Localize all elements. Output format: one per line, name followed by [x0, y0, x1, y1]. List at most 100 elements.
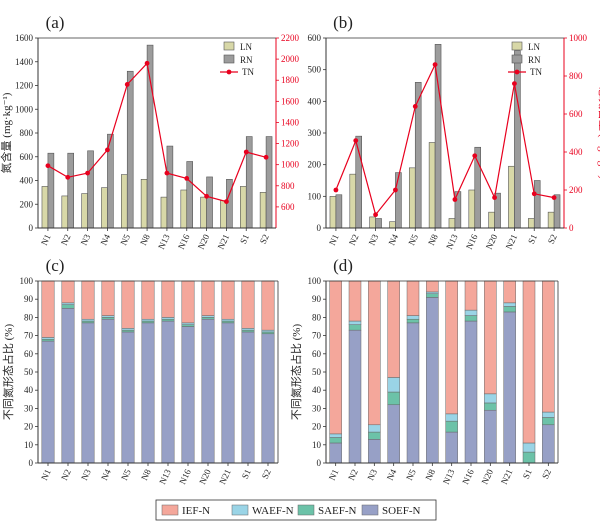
bar-rn	[265, 136, 273, 229]
x-tick-label: S2	[260, 468, 273, 481]
bar-ln	[160, 196, 168, 229]
tn-point	[124, 82, 130, 87]
bar-ln	[448, 218, 456, 229]
x-tick-label: N20	[197, 467, 213, 486]
bar-segment-waef-n	[484, 393, 497, 404]
bar-segment-saef-n	[387, 391, 400, 406]
tn-point	[164, 170, 170, 176]
x-tick-label: N21	[499, 468, 515, 486]
right-tick-label: 800	[281, 181, 295, 191]
bar-segment-soef-n	[329, 442, 342, 464]
x-tick-label: N3	[365, 467, 379, 482]
bar-segment-saef-n	[81, 320, 95, 324]
bar-ln	[389, 221, 396, 229]
tn-line	[47, 62, 267, 203]
x-tick-label: N2	[59, 468, 73, 482]
legend-label-soef-n: SOEF-N	[382, 505, 421, 517]
bar-rn	[395, 172, 402, 229]
right-tick-label: 2200	[281, 33, 300, 43]
bar-segment-ief-n	[348, 280, 362, 322]
bar-segment-saef-n	[101, 317, 115, 320]
tn-line	[335, 62, 555, 217]
legend-label-ln: LN	[240, 42, 252, 52]
y-tick-label: 600	[308, 33, 322, 43]
y-tick-label: 0	[317, 223, 322, 233]
x-tick-label: N16	[460, 467, 476, 486]
bar-segment-ief-n	[484, 280, 497, 395]
tn-point	[452, 197, 458, 202]
right-tick-label: 400	[569, 147, 583, 157]
x-tick-label: N8	[426, 232, 440, 247]
bar-segment-waef-n	[181, 322, 195, 325]
bar-segment-ief-n	[261, 280, 275, 331]
y-tick-label: 100	[20, 276, 34, 286]
bar-segment-ief-n	[522, 280, 536, 444]
y-tick-label: 60	[312, 349, 322, 359]
bar-segment-soef-n	[387, 404, 400, 464]
bar-segment-ief-n	[406, 280, 420, 316]
bar-segment-saef-n	[426, 293, 439, 298]
bar-rn	[126, 70, 134, 229]
y-tick-label: 30	[312, 403, 322, 413]
bar-segment-soef-n	[181, 326, 195, 464]
tn-point	[492, 195, 497, 201]
panel-label: (a)	[46, 13, 65, 32]
x-tick-label: N1	[39, 468, 53, 482]
x-tick-label: N1	[327, 233, 341, 247]
x-tick-label: N20	[480, 467, 496, 486]
tn-point	[432, 62, 438, 67]
tn-point	[551, 195, 557, 201]
bar-segment-soef-n	[241, 331, 255, 464]
bar-ln	[200, 196, 207, 229]
tn-point	[472, 153, 478, 159]
tn-point	[224, 199, 229, 205]
bar-segment-waef-n	[101, 315, 115, 318]
bar-segment-ief-n	[241, 280, 255, 329]
bar-segment-ief-n	[101, 280, 115, 316]
x-tick-label: N13	[444, 232, 460, 251]
bar-segment-waef-n	[241, 328, 255, 331]
panel-d: (d) 0 10 20 30 40 50 60 70 80 90 100 不同氮形态占比 (%) N1 N2…	[289, 256, 559, 486]
bar-ln	[468, 189, 476, 229]
tn-point	[393, 187, 398, 193]
x-tick-label: S1	[240, 468, 253, 481]
y-tick-label: 400	[20, 176, 34, 186]
bar-rn	[533, 180, 541, 229]
legend-label-rn: RN	[528, 55, 541, 65]
x-tick-label: S1	[238, 233, 251, 246]
bar-segment-saef-n	[201, 317, 215, 320]
legend-label-tn: TN	[242, 67, 254, 77]
y-tick-label: 50	[24, 367, 34, 377]
bar-segment-saef-n	[484, 402, 497, 411]
y-tick-label: 100	[308, 276, 322, 286]
bar-segment-soef-n	[348, 329, 362, 464]
y-tick-label: 300	[308, 128, 322, 138]
bar-ln	[547, 211, 555, 229]
bar-segment-soef-n	[201, 318, 215, 464]
bar-rn	[514, 50, 521, 229]
x-tick-label: N21	[217, 468, 233, 486]
bar-ln	[61, 195, 69, 229]
right-tick-label: 1000	[569, 33, 588, 43]
bar-segment-saef-n	[503, 306, 516, 313]
x-tick-label: S2	[540, 468, 553, 481]
y-tick-label: 10	[24, 440, 34, 450]
x-tick-label: N2	[347, 233, 361, 247]
bar-segment-waef-n	[261, 329, 275, 333]
bar-segment-saef-n	[61, 304, 75, 309]
y-tick-label: 40	[24, 385, 34, 395]
bar-segment-soef-n	[61, 308, 75, 464]
x-tick-label: N13	[441, 467, 457, 486]
bar-rn	[166, 145, 174, 229]
right-tick-label: 800	[569, 71, 583, 81]
right-tick-label: 1400	[281, 117, 300, 127]
legend-label-ief-n: IEF-N	[182, 505, 210, 517]
bar-ln	[527, 218, 535, 229]
bar-segment-waef-n	[221, 318, 235, 322]
right-tick-label: 600	[569, 109, 583, 119]
y-tick-label: 10	[312, 440, 322, 450]
x-tick-label: N8	[138, 232, 152, 247]
y-tick-label: 600	[20, 152, 34, 162]
bar-ln	[259, 192, 267, 229]
legend-swatch-ief-n	[161, 504, 179, 516]
